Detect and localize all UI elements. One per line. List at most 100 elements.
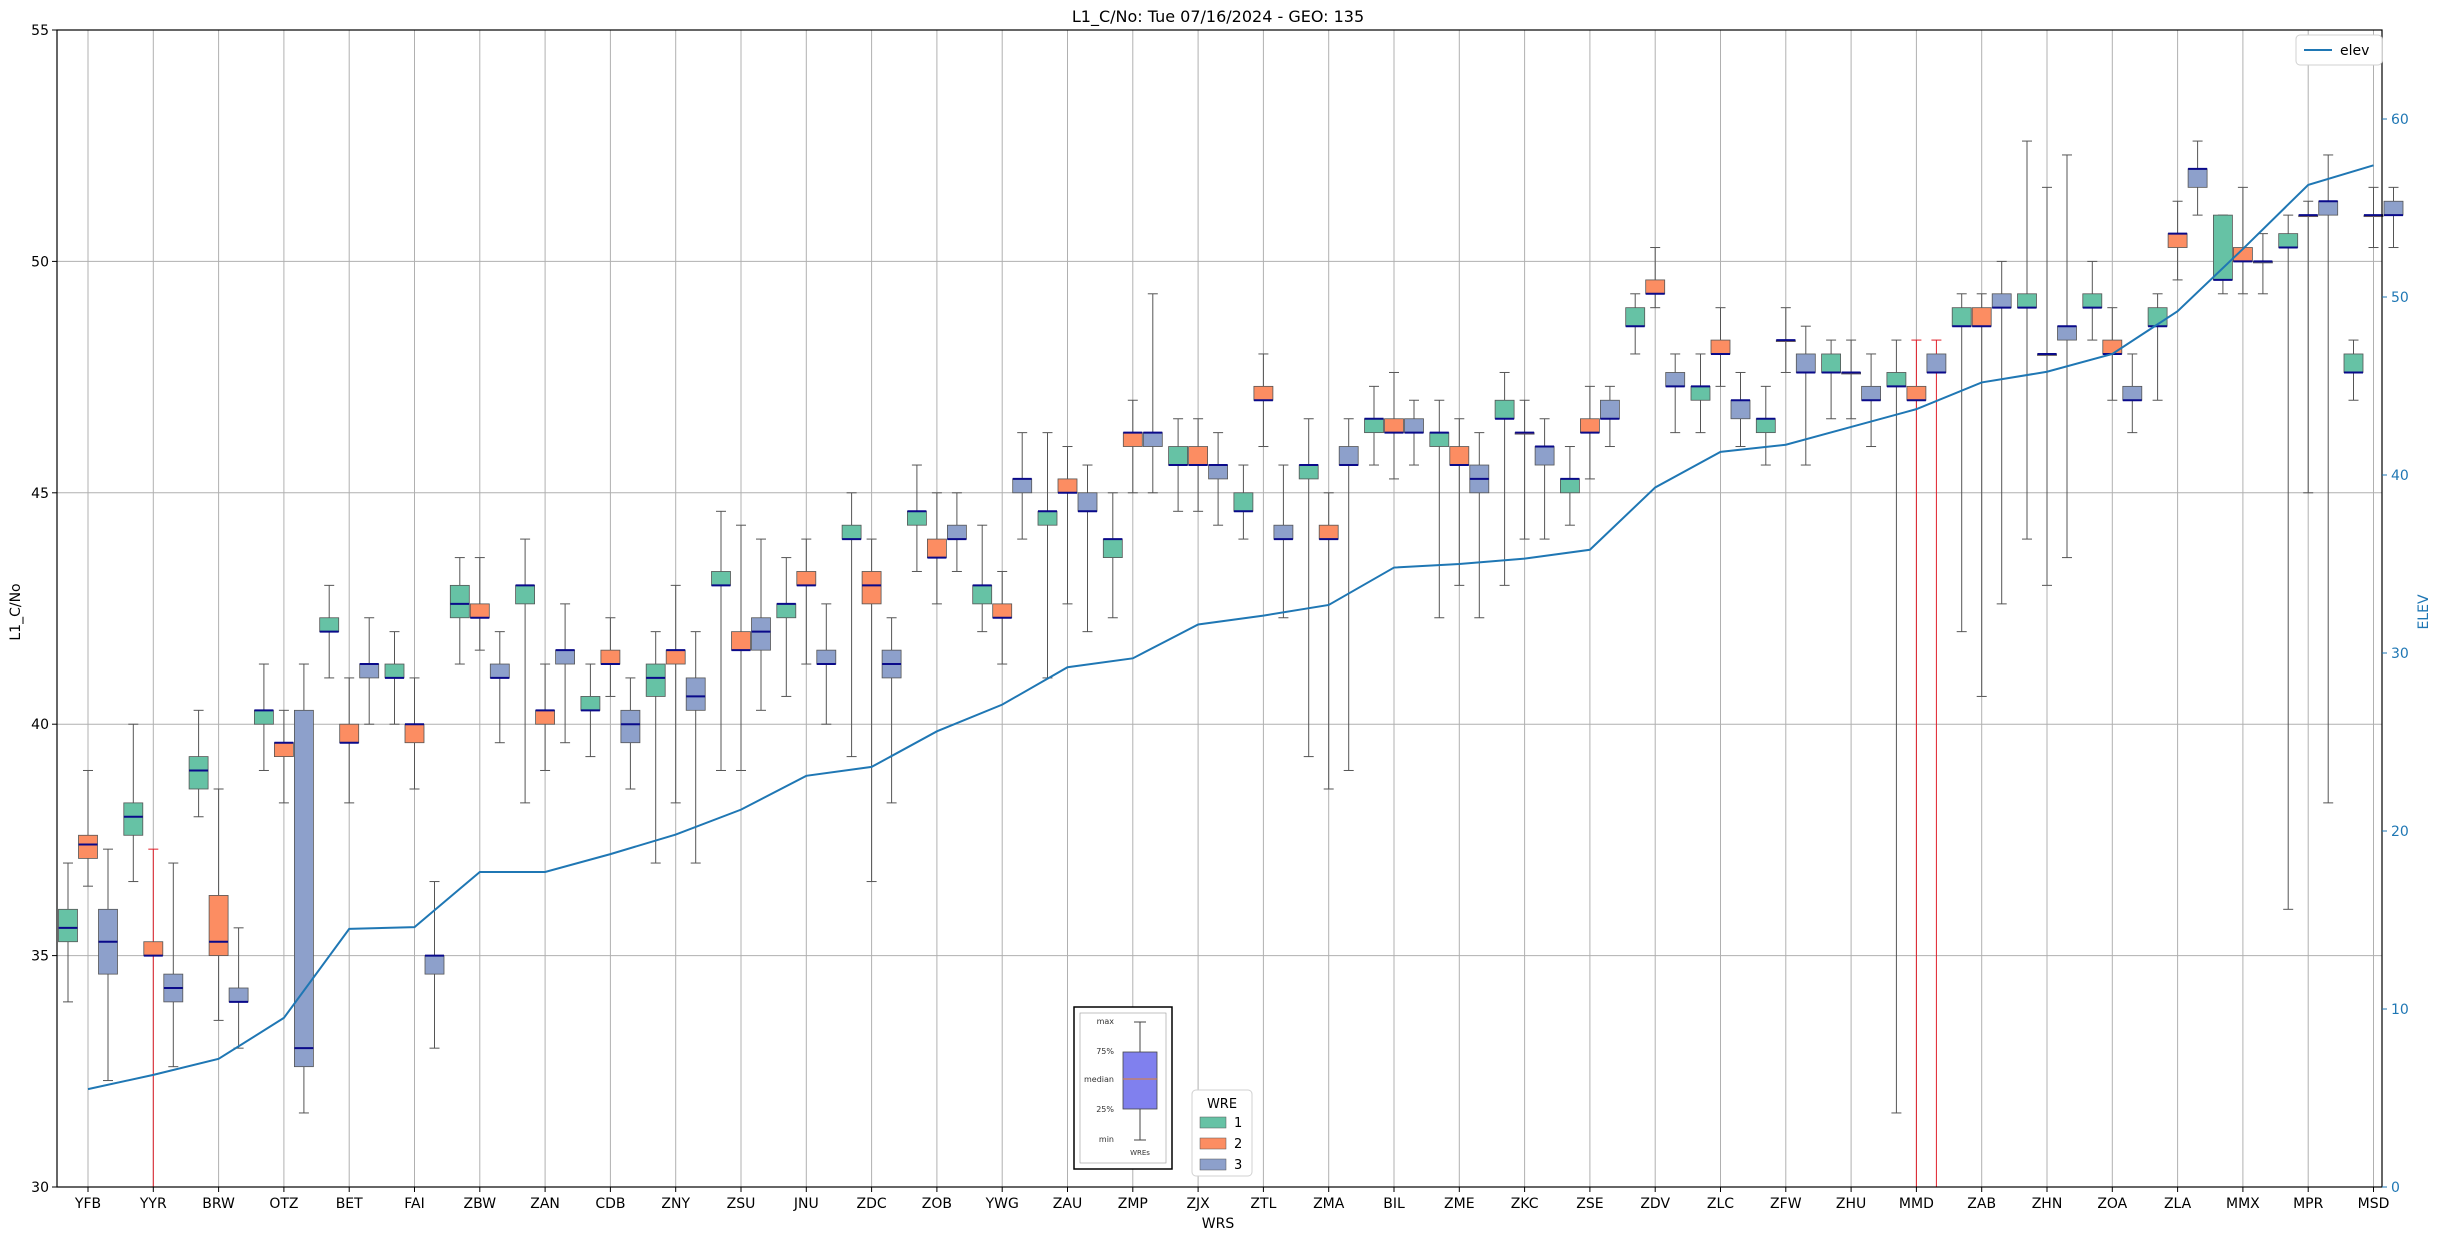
iqr-box <box>535 709 555 725</box>
y-tick-label: 45 <box>31 486 49 502</box>
iqr-box <box>1690 385 1711 401</box>
y-tick-label: 55 <box>31 23 49 39</box>
box-ZLC-wre1 <box>1690 353 1711 434</box>
box-JNU-wre3 <box>816 603 837 725</box>
box-OTZ-wre3 <box>293 663 314 1114</box>
x-tick-label-zhu: ZHU <box>1836 1196 1866 1212</box>
wre-legend: WRE 1 2 3 <box>1191 1089 1253 1177</box>
box-ZTL-wre1 <box>1233 464 1254 540</box>
x-tick-label-zmp: ZMP <box>1118 1196 1148 1212</box>
iqr-box <box>711 571 731 586</box>
iqr-box <box>1449 446 1470 466</box>
iqr-box <box>816 649 837 665</box>
box-MMX-wre1 <box>2212 214 2233 295</box>
box-ZME-wre3 <box>1469 432 1490 619</box>
x-tick-label-yfb: YFB <box>74 1196 101 1212</box>
iqr-box <box>665 649 686 665</box>
iqr-box <box>992 603 1013 619</box>
box-ZDC-wre2 <box>861 538 882 883</box>
key-label-wres: WREs <box>1130 1149 1150 1157</box>
iqr-box <box>273 742 294 757</box>
iqr-box <box>927 538 947 558</box>
x-tick-label-zbw: ZBW <box>464 1196 497 1212</box>
x-tick-label-zny: ZNY <box>661 1196 690 1212</box>
iqr-box <box>339 723 360 744</box>
x-tick-label-zdv: ZDV <box>1640 1196 1670 1212</box>
x-tick-label-zob: ZOB <box>922 1196 952 1212</box>
box-OTZ-wre1 <box>253 663 274 771</box>
x-tick-label-bet: BET <box>336 1196 363 1212</box>
box-FAI-wre2 <box>404 677 425 790</box>
iqr-box <box>489 663 510 679</box>
y2-tick-label: 50 <box>2391 290 2409 306</box>
box-ZOB-wre1 <box>907 464 927 572</box>
box-ZAN-wre3 <box>555 603 575 744</box>
x-tick-label-jnu: JNU <box>793 1196 819 1212</box>
x-tick-label-mmx: MMX <box>2226 1196 2260 1212</box>
iqr-box <box>685 677 706 711</box>
iqr-box <box>1429 432 1450 447</box>
box-ZMA-wre1 <box>1298 418 1319 758</box>
box-ZLC-wre2 <box>1710 307 1731 387</box>
iqr-box <box>1338 446 1359 466</box>
box-ZJX-wre1 <box>1168 418 1188 512</box>
box-MMD-wre2 <box>1906 339 1927 1187</box>
box-BIL-wre1 <box>1364 385 1384 466</box>
box-YYR-wre2 <box>143 848 164 1187</box>
iqr-box <box>1384 418 1404 434</box>
iqr-box <box>253 709 274 725</box>
x-tick-label-fai: FAI <box>404 1196 424 1212</box>
key-label-min: min <box>1099 1135 1114 1144</box>
key-box <box>1122 1051 1158 1110</box>
iqr-box <box>600 649 621 665</box>
x-tick-label-yyr: YYR <box>139 1196 167 1212</box>
elev-polyline <box>87 164 2374 1091</box>
box-ZMA-wre3 <box>1338 418 1359 771</box>
iqr-box <box>449 584 470 619</box>
elev-legend: elev <box>2295 34 2383 66</box>
box-YWG-wre2 <box>992 570 1013 665</box>
iqr-box <box>188 756 209 790</box>
box-ZDV-wre1 <box>1625 293 1646 355</box>
iqr-box <box>841 524 862 540</box>
key-label-75: 75% <box>1096 1047 1114 1056</box>
box-MMD-wre3 <box>1926 339 1947 1187</box>
box-MMX-wre3 <box>2252 233 2273 295</box>
box-ZHU-wre3 <box>1861 353 1881 448</box>
iqr-box <box>1645 279 1666 295</box>
x-axis-label: WRS <box>1202 1216 1235 1232</box>
iqr-box <box>861 571 882 605</box>
box-ZSE-wre1 <box>1560 446 1580 526</box>
box-ZLA-wre2 <box>2167 200 2188 281</box>
box-ZSE-wre2 <box>1580 385 1600 480</box>
box-FAI-wre3 <box>424 881 445 1049</box>
box-ZKC-wre2 <box>1514 399 1535 540</box>
box-BET-wre2 <box>339 677 360 804</box>
box-ZOA-wre3 <box>2122 353 2143 434</box>
box-YYR-wre3 <box>163 862 184 1068</box>
iqr-box <box>731 631 751 651</box>
iqr-box <box>1273 524 1294 540</box>
iqr-box <box>1142 432 1163 447</box>
box-ZHU-wre2 <box>1841 339 1861 420</box>
iqr-box <box>1494 399 1515 420</box>
box-ZLC-wre3 <box>1730 371 1751 448</box>
iqr-box <box>1886 372 1907 387</box>
box-ZAB-wre1 <box>1951 293 1972 633</box>
key-label-25: 25% <box>1096 1105 1114 1114</box>
iqr-box <box>2057 325 2077 341</box>
iqr-box <box>1971 307 1992 327</box>
iqr-box <box>2122 385 2143 401</box>
box-ZME-wre2 <box>1449 418 1470 586</box>
iqr-box <box>293 709 314 1068</box>
elev-line <box>87 164 2374 1091</box>
wre-legend-label-1: 1 <box>1234 1116 1242 1131</box>
wre-legend-frame <box>1191 1089 1253 1177</box>
box-YWG-wre3 <box>1012 432 1033 540</box>
box-CDB-wre3 <box>620 677 641 790</box>
iqr-box <box>1795 353 1816 373</box>
iqr-box <box>1625 307 1646 327</box>
iqr-box <box>469 603 490 619</box>
box-ZDV-wre2 <box>1645 247 1666 309</box>
